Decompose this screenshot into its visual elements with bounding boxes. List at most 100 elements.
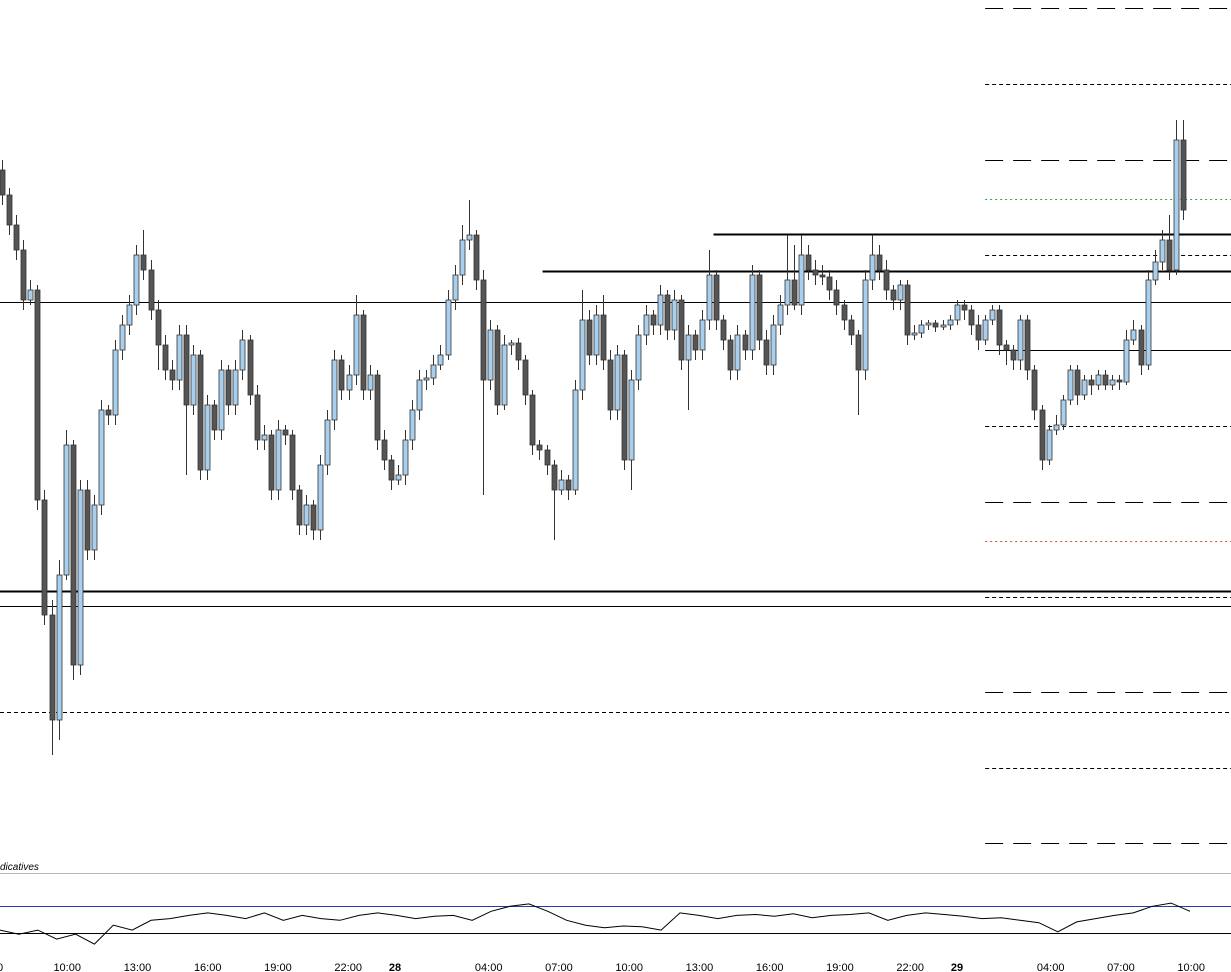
- candle-body: [678, 299, 685, 361]
- candle-body: [70, 444, 77, 666]
- candle-body: [317, 464, 324, 531]
- candle-body: [430, 364, 437, 379]
- candle-body: [996, 309, 1003, 346]
- candle-body: [218, 369, 225, 431]
- candle-body: [338, 359, 345, 391]
- candle-body: [848, 319, 855, 336]
- x-tick-label: 04:00: [475, 962, 503, 972]
- candle-body: [416, 379, 423, 411]
- candle-body: [395, 474, 402, 481]
- candle-body: [635, 334, 642, 381]
- candle-body: [459, 239, 466, 276]
- candle-body: [20, 249, 27, 301]
- candle-body: [239, 339, 246, 371]
- candle-body: [388, 459, 395, 481]
- candle-body: [169, 369, 176, 381]
- candle-body: [968, 309, 975, 326]
- candle-body: [296, 489, 303, 526]
- candle-body: [56, 574, 63, 721]
- candle-body: [126, 304, 133, 326]
- candle-body: [381, 439, 388, 461]
- candle-body: [13, 224, 20, 251]
- candle-body: [628, 379, 635, 461]
- candle-body: [34, 289, 41, 501]
- candle-body: [692, 334, 699, 351]
- candle-body: [784, 279, 791, 306]
- candle-body: [819, 274, 826, 278]
- candle-body: [374, 374, 381, 441]
- x-tick-label: 10:00: [615, 962, 643, 972]
- candle-body: [925, 322, 932, 326]
- panel-label: dicatives: [0, 862, 39, 873]
- candle-body: [84, 489, 91, 551]
- candle-body: [515, 342, 522, 361]
- candle-body: [975, 324, 982, 341]
- candle-body: [600, 314, 607, 361]
- candle-body: [409, 409, 416, 441]
- candle-body: [268, 434, 275, 491]
- candle-body: [1039, 409, 1046, 461]
- x-tick-label: 16:00: [194, 962, 222, 972]
- candle-body: [197, 354, 204, 471]
- candle-body: [49, 614, 56, 721]
- candle-body: [982, 319, 989, 341]
- candle-body: [890, 289, 897, 301]
- candle-body: [437, 354, 444, 366]
- candle-body: [77, 489, 84, 666]
- x-tick-label: 07:00: [545, 962, 573, 972]
- candle-body: [579, 319, 586, 391]
- candle-body: [763, 339, 770, 366]
- candle-body: [1088, 379, 1095, 386]
- candle-body: [225, 369, 232, 406]
- candle-body: [367, 374, 374, 391]
- candle-body: [1109, 379, 1116, 386]
- candle-body: [183, 334, 190, 406]
- candle-body: [1180, 139, 1187, 211]
- candle-body: [734, 334, 741, 371]
- candle-body: [473, 234, 480, 281]
- candle-body: [544, 449, 551, 466]
- candle-body: [876, 254, 883, 271]
- candle-body: [494, 329, 501, 406]
- candle-body: [324, 419, 331, 466]
- candle-body: [1102, 374, 1109, 386]
- candle-body: [1095, 374, 1102, 386]
- candle-body: [162, 344, 169, 371]
- x-tick-label: 29: [951, 962, 963, 972]
- x-tick-label: 13:00: [686, 962, 714, 972]
- candle-body: [1017, 319, 1024, 361]
- candle-body: [713, 274, 720, 321]
- candle-body: [749, 274, 756, 351]
- candle-body: [0, 169, 6, 196]
- candle-body: [480, 279, 487, 381]
- candle-body: [558, 479, 565, 491]
- candle-body: [572, 389, 579, 491]
- candle-body: [1003, 344, 1010, 351]
- x-tick-label: 04:00: [1037, 962, 1065, 972]
- x-tick-label: 07:00: [1107, 962, 1135, 972]
- candle-body: [961, 304, 968, 311]
- candle-body: [855, 334, 862, 371]
- candle-body: [275, 429, 282, 491]
- candle-body: [706, 274, 713, 321]
- candle-body: [529, 394, 536, 446]
- candle-body: [1024, 319, 1031, 371]
- x-tick-label: 00: [0, 962, 3, 972]
- candle-body: [1116, 379, 1123, 383]
- x-tick-label: 22:00: [334, 962, 362, 972]
- candle-body: [91, 504, 98, 551]
- candle-body: [1010, 349, 1017, 361]
- candle-body: [833, 289, 840, 306]
- candle-body: [282, 429, 289, 436]
- candle-body: [586, 319, 593, 356]
- candle-body: [607, 359, 614, 411]
- x-tick-label: 16:00: [756, 962, 784, 972]
- x-tick-label: 19:00: [826, 962, 854, 972]
- candle-body: [360, 314, 367, 391]
- candle-body: [643, 314, 650, 336]
- candle-body: [41, 499, 48, 616]
- candle-body: [1074, 369, 1081, 396]
- candle-body: [155, 309, 162, 346]
- candle-body: [487, 329, 494, 381]
